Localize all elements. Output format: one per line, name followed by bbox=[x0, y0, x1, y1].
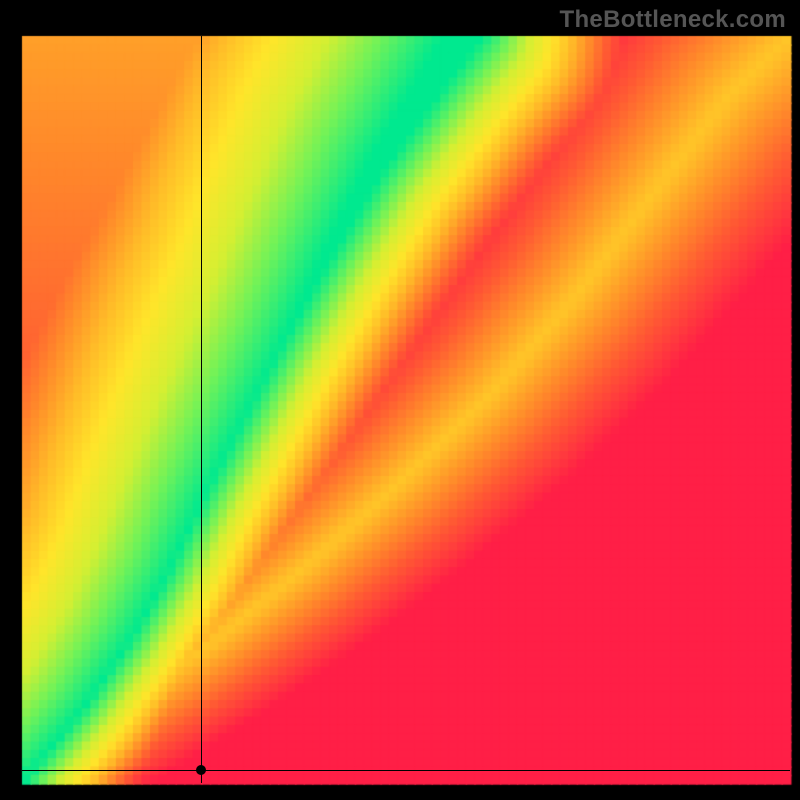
watermark-text: TheBottleneck.com bbox=[560, 6, 786, 34]
crosshair-marker-dot bbox=[196, 765, 206, 775]
crosshair-vertical-line bbox=[201, 36, 202, 783]
crosshair-horizontal-line bbox=[22, 770, 790, 771]
bottleneck-heatmap bbox=[0, 0, 800, 800]
